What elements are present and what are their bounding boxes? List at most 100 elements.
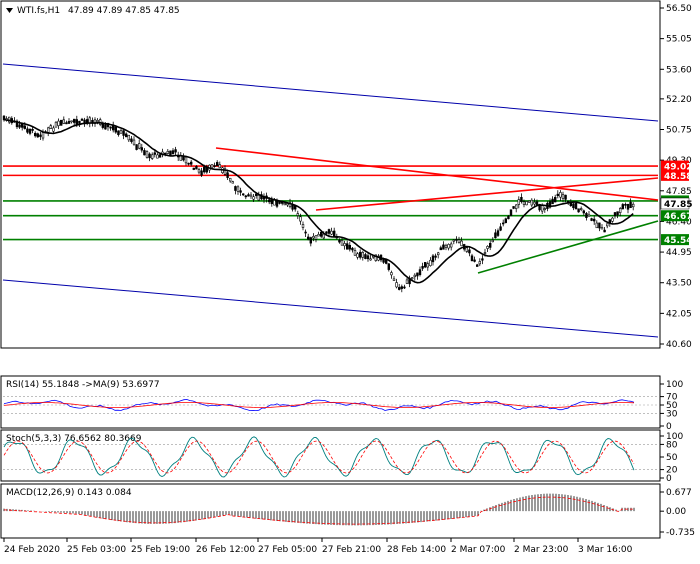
candle-body [527,200,531,203]
candle-body [520,197,523,202]
candle-body [166,150,169,154]
candle-body [26,128,29,133]
symbol-label: WTI.fs,H1 [17,6,60,16]
candle-body [130,138,133,142]
level-tag-label: 49.02 [664,163,692,173]
candle-body [395,282,398,288]
candle-body [358,251,362,258]
candle-body [605,223,609,227]
candle-body [452,239,455,242]
candle-body [184,156,188,164]
candle-body [592,218,596,222]
candle-body [431,255,435,263]
rsi-line [3,399,635,412]
price-pane[interactable] [0,0,661,349]
rsi-ma-line [3,402,635,408]
candle-body [460,240,463,247]
level-tag-box [661,210,689,222]
time-tick-label: 3 Mar 16:00 [578,545,633,555]
price-tick-label: 52.20 [666,95,692,105]
candle-body [36,133,40,138]
candle-body [418,269,422,276]
osc-tick-label: 0 [666,474,672,484]
macd-title: MACD(12,26,9) 0.143 0.084 [6,488,132,498]
candle-body [247,194,250,197]
candle-body [470,255,474,262]
osc-tick-label: 20 [666,466,678,476]
osc-tick-label: 30 [666,409,678,419]
candle-body [616,211,619,216]
candle-body [405,279,409,284]
rsi-title: RSI(14) 55.1848 ->MA(9) 53.6977 [6,380,160,390]
candle-body [449,243,453,248]
candle-body [216,162,219,167]
candle-body [507,216,510,220]
candle-body [468,249,471,254]
osc-tick-label: 0 [666,422,672,432]
candle-body [631,203,635,208]
candle-body [226,172,229,178]
candle-body [151,154,154,159]
candle-body [600,227,604,230]
candle-body [283,203,286,206]
time-tick-label: 25 Feb 19:00 [131,545,190,555]
candle-body [119,129,123,134]
rsi-pane[interactable] [0,375,661,429]
candle-body [327,229,331,234]
candle-body [351,247,354,251]
candle-body [501,222,505,225]
candle-body [96,120,99,122]
candle-body [46,127,50,133]
trend-channel [2,63,659,338]
macd-signal-line [3,496,634,525]
osc-tick-label: 70 [666,393,678,403]
candle-body [530,199,534,206]
candle-body [23,125,26,129]
candle-body [540,204,544,212]
candle-body [15,120,19,128]
current-price-label: 47.85 [664,200,692,210]
candle-body [153,152,156,155]
candle-body [572,203,575,209]
candle-body [54,121,58,128]
candle-body [325,231,328,234]
candle-body [117,130,120,136]
macd-axis: 0.677 0.00 -0.735 [660,488,695,538]
candle-body [517,199,521,205]
osc-tick-label: 50 [666,453,678,463]
candle-body [78,120,81,124]
candle-body [210,164,214,169]
candle-body [499,226,502,231]
price-tick-label: 42.05 [666,309,692,319]
candle-body [434,255,437,258]
candle-body [579,208,583,210]
candle-body [18,124,21,128]
candle-body [533,201,536,205]
candle-body [348,244,351,250]
candle-body [397,287,401,290]
candle-body [234,186,237,191]
candle-body [73,118,76,123]
candle-body [618,208,622,213]
candle-body [611,217,614,222]
candle-body [457,239,461,243]
candle-body [504,218,507,223]
candle-body [525,201,528,206]
candle-body [109,126,112,129]
candle-body [413,274,416,278]
stoch-k-line [3,436,635,478]
candle-body [190,161,193,165]
time-tick-label: 24 Feb 2020 [4,545,60,555]
stoch-pane[interactable] [0,429,661,482]
triangle-down-icon[interactable] [6,8,13,13]
candle-body [231,181,234,184]
candle-body [317,234,320,237]
candle-body [626,203,630,210]
candle-body [301,224,305,228]
candle-body [203,166,206,173]
candle-body [496,230,500,236]
level-tag-label: 46.67 [664,212,692,222]
